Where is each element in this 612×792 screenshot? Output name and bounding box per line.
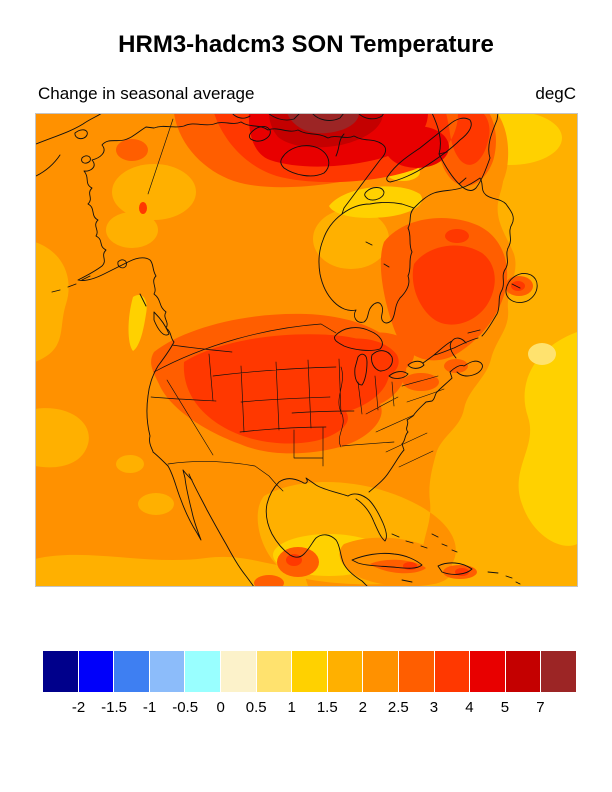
subtitle-row: Change in seasonal average degC bbox=[38, 84, 576, 104]
colorbar-tick: 5 bbox=[500, 699, 510, 716]
coastline-alaska-westcoast bbox=[77, 121, 242, 467]
colorbar-swatch bbox=[149, 651, 185, 692]
contour-map bbox=[35, 113, 578, 587]
contour-amber-patch bbox=[138, 493, 174, 515]
colorbar-swatch bbox=[78, 651, 114, 692]
colorbar-swatch bbox=[434, 651, 470, 692]
contour-redorange-regions bbox=[183, 114, 495, 444]
coastline-gulf-of-mexico bbox=[265, 477, 368, 586]
contour-darkorange-patch bbox=[254, 575, 284, 586]
border-us-mexico bbox=[167, 461, 284, 492]
contour-darkorange-patch bbox=[116, 139, 148, 161]
colorbar-tick: 0.5 bbox=[245, 699, 267, 716]
contour-gold-regions bbox=[128, 186, 577, 546]
colorbar-swatch bbox=[220, 651, 256, 692]
colorbar-tick: 7 bbox=[536, 699, 545, 716]
figure-subtitle: Change in seasonal average bbox=[38, 84, 255, 103]
contour-darkorange-patch bbox=[444, 359, 468, 373]
contour-amber-patch bbox=[106, 212, 158, 248]
colorbar-swatch bbox=[363, 651, 398, 692]
contour-amber-patch bbox=[112, 164, 196, 220]
colorbar-tick: 1.5 bbox=[316, 699, 338, 716]
colorbar-tick: -0.5 bbox=[172, 699, 199, 716]
coastline-hudson-bay bbox=[318, 202, 415, 324]
colorbar-swatch bbox=[505, 651, 541, 692]
colorbar-swatch bbox=[292, 651, 327, 692]
coastline-greenland bbox=[431, 114, 499, 191]
colorbar-tick: 2 bbox=[358, 699, 367, 716]
colorbar-tick: -1.5 bbox=[101, 699, 127, 716]
coastline-pacific-islands bbox=[51, 259, 170, 336]
coastline-east-coast bbox=[368, 329, 483, 493]
colorbar-swatch bbox=[114, 651, 149, 692]
borders-us-states bbox=[150, 344, 445, 468]
colorbar-swatch bbox=[185, 651, 220, 692]
contour-redorange-dot bbox=[139, 202, 147, 214]
colorbar-tick: -2 bbox=[71, 699, 86, 716]
border-us-canada bbox=[153, 323, 337, 373]
coastline-baja-mexico bbox=[167, 465, 254, 586]
colorbar-tick: 0 bbox=[216, 699, 225, 716]
contour-amber-regions bbox=[36, 114, 577, 586]
coastline-arctic-islands bbox=[232, 114, 472, 201]
colorbar-swatch bbox=[470, 651, 505, 692]
colorbar-swatch bbox=[43, 651, 78, 692]
coastline-labrador bbox=[413, 177, 514, 337]
colorbar-swatch bbox=[327, 651, 363, 692]
coastline-caribbean bbox=[351, 533, 521, 585]
contour-darkorange-patch bbox=[403, 373, 439, 391]
colorbar bbox=[43, 651, 576, 692]
contour-redorange-dot bbox=[511, 281, 525, 291]
colorbar-tick: 3 bbox=[429, 699, 439, 716]
figure-title: HRM3-hadcm3 SON Temperature bbox=[118, 31, 494, 58]
contour-amber-patch bbox=[116, 455, 144, 473]
colorbar-tick: -1 bbox=[142, 699, 157, 716]
border-alaska-yukon bbox=[147, 118, 174, 195]
coastline-great-lakes bbox=[334, 327, 425, 386]
colorbar-tick-labels: -2 -1.5 -1 -0.5 0 0.5 1 1.5 2 2.5 3 4 5 7 bbox=[43, 699, 576, 719]
coastline-siberia bbox=[36, 114, 102, 177]
colorbar-tick: 4 bbox=[465, 699, 474, 716]
contour-brick-region bbox=[287, 114, 359, 134]
contour-red-patch bbox=[385, 126, 449, 168]
contour-redorange-dot bbox=[445, 229, 469, 243]
colorbar-tick: 1 bbox=[287, 699, 296, 716]
units-label: degC bbox=[535, 84, 576, 103]
coastline-newfoundland bbox=[505, 273, 538, 303]
colorbar-swatch bbox=[541, 651, 576, 692]
colorbar-swatch bbox=[256, 651, 292, 692]
colorbar-tick: 2.5 bbox=[387, 699, 409, 716]
coastline-arctic-mainland bbox=[240, 121, 387, 215]
map-canvas bbox=[36, 114, 577, 586]
contour-redorange-dot bbox=[403, 562, 417, 570]
contour-lightyellow-spot bbox=[528, 343, 556, 365]
colorbar-swatch bbox=[398, 651, 434, 692]
coastline-florida bbox=[347, 493, 387, 542]
contour-amber-patch bbox=[313, 209, 389, 269]
contour-redorange-dot bbox=[286, 554, 302, 566]
